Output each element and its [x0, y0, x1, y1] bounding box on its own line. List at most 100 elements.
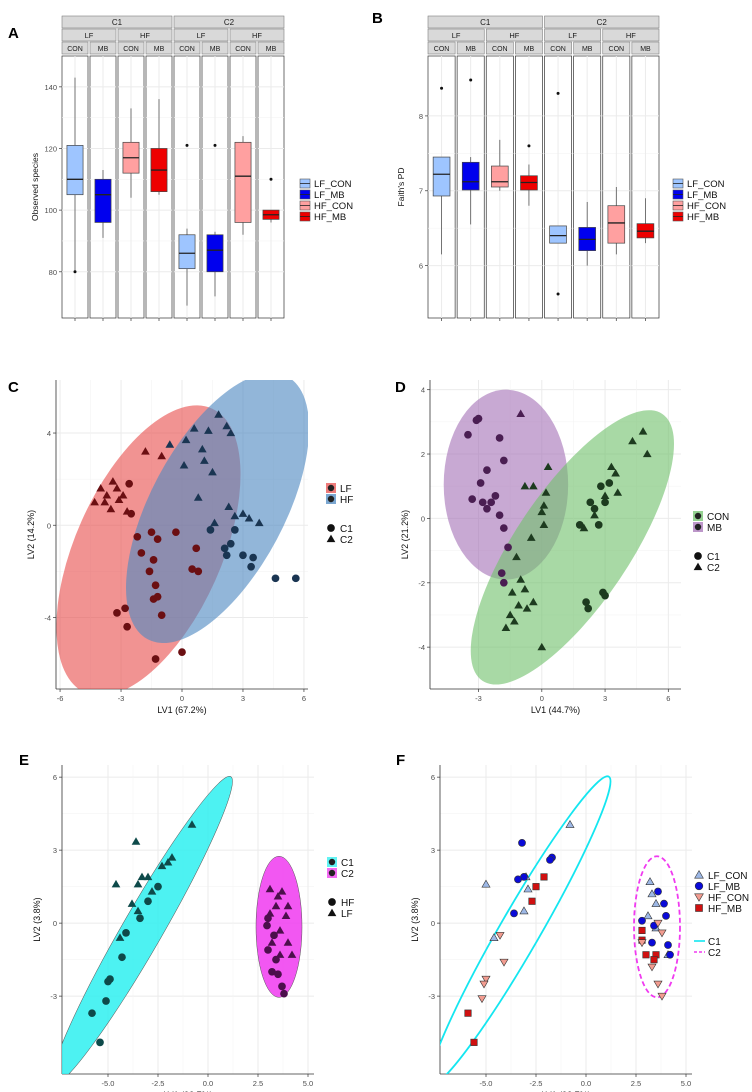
scatter-point-circle [586, 498, 595, 507]
scatter-point-circle [122, 929, 130, 937]
scatter-point-circle [247, 562, 255, 571]
point-lf_mb [518, 838, 526, 847]
y-tick-label: -4 [44, 614, 51, 623]
scatter-point-triangle [275, 926, 285, 934]
strip-mid [544, 28, 602, 42]
legend-key-dot [328, 858, 336, 866]
scatter-point-circle [172, 528, 180, 537]
scatter-point-triangle [181, 435, 191, 444]
legend-label: HF [341, 898, 354, 909]
point-layer [90, 410, 300, 663]
panel-letter: C [8, 379, 19, 396]
scatter-point-circle [499, 578, 508, 587]
point-lf_mb [664, 941, 672, 949]
y-axis-title: LV2 (14.2%) [26, 510, 36, 559]
box-outlier [556, 292, 560, 296]
scatter-point-triangle [133, 879, 143, 888]
scatter-point-triangle [157, 861, 167, 870]
scatter-point-triangle [157, 451, 167, 460]
x-tick-label: -2.5 [530, 1079, 543, 1088]
strip-bottom-label: CON [179, 46, 195, 53]
box-lf_mb [206, 234, 224, 273]
strip-mid [173, 28, 229, 42]
legend-label: LF_MB [687, 190, 718, 201]
scatter-point-circle [499, 456, 508, 465]
point-lf_mb [654, 887, 662, 896]
scatter-point-triangle [514, 600, 523, 609]
scatter-point-triangle [90, 497, 99, 506]
point-hf_con [653, 919, 663, 928]
panel-letter: D [395, 379, 406, 396]
scatter-point-circle [222, 551, 231, 560]
point-lf_con [651, 899, 661, 907]
point-hf_con [653, 980, 663, 989]
scatter-point-circle [121, 604, 129, 613]
scatter-point-circle [137, 549, 146, 557]
scatter-point-triangle [131, 837, 141, 845]
y-tick-label: 0 [47, 521, 51, 530]
scatter-point-circle [483, 504, 491, 513]
scatter-point-triangle [100, 497, 110, 506]
x-tick-label: 3 [603, 694, 607, 703]
scatter-point-triangle [200, 456, 209, 464]
point-hf_con [481, 975, 491, 984]
scatter-point-triangle [143, 872, 153, 881]
scatter-point-circle [468, 495, 477, 503]
scatter-point-circle [144, 897, 152, 906]
x-axis-title: LV1 (92.7%) [541, 1090, 590, 1092]
strip-bottom [117, 41, 145, 55]
strip-bottom [573, 41, 602, 55]
scatter-point-triangle [141, 447, 150, 455]
box-outlier [269, 177, 273, 181]
scatter-point-triangle [224, 502, 234, 510]
scatter-point-triangle [516, 575, 526, 583]
strip-bottom-label: CON [123, 46, 139, 53]
scatter-point-circle [154, 882, 162, 891]
strip-bottom-label: MB [582, 46, 593, 53]
x-tick-label: 0.0 [581, 1079, 591, 1088]
y-tick-label: 4 [47, 429, 51, 438]
scatter-point-circle [125, 479, 134, 488]
strip-bottom-label: CON [67, 46, 83, 53]
legend-label: C1 [708, 937, 721, 948]
scatter-point-triangle [579, 523, 589, 532]
scatter-point-circle [268, 967, 276, 976]
panel-letter: B [372, 10, 383, 27]
scatter-point-triangle [283, 938, 293, 946]
legend-label: LF_CON [708, 871, 747, 882]
point-hf_mb [638, 926, 646, 934]
box-lf_mb [94, 178, 112, 223]
x-tick-label: 0 [180, 694, 184, 703]
x-tick-label: -5.0 [102, 1079, 115, 1088]
legend-label: HF_MB [687, 212, 719, 223]
scatter-point-triangle [537, 507, 547, 516]
scatter-point-circle [188, 565, 197, 573]
box-lf_con [178, 234, 196, 270]
strip-mid-label: LF [197, 31, 206, 40]
scatter-point-triangle [118, 490, 128, 499]
scatter-point-triangle [529, 597, 538, 606]
x-tick-label: 2.5 [253, 1079, 263, 1088]
scatter-point-triangle [244, 514, 254, 522]
scatter-point-triangle [102, 490, 112, 499]
box-lf_con [549, 225, 567, 244]
strip-top-label: C2 [597, 18, 608, 27]
x-axis-title: LV1 (67.2%) [157, 705, 206, 715]
scatter-point-triangle [271, 901, 281, 910]
scatter-point-circle [102, 997, 110, 1005]
legend-label: HF_CON [687, 201, 726, 212]
scatter-point-circle [264, 946, 272, 954]
scatter-point-circle [230, 526, 239, 534]
scatter-point-circle [497, 569, 506, 577]
legend-shape-c2 [326, 534, 336, 543]
scatter-point-triangle [638, 427, 648, 435]
scatter-point-circle [596, 482, 605, 491]
strip-bottom-label: MB [154, 46, 165, 53]
scatter-point-circle [478, 498, 487, 507]
x-tick-label: 2.5 [631, 1079, 641, 1088]
point-layer [464, 409, 652, 651]
scatter-point-circle [226, 539, 235, 548]
